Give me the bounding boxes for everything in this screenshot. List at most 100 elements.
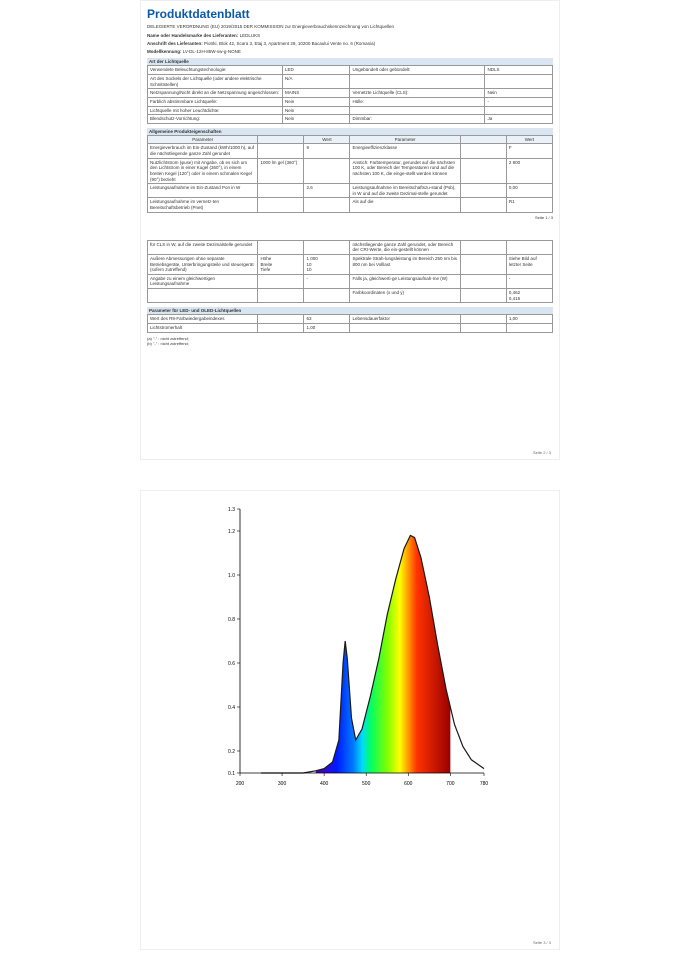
page-1: Produktdatenblatt DELEGIERTE VERORDNUNG … <box>140 0 560 460</box>
table-cell: LED <box>283 66 350 75</box>
table-cell: Ungebündelt oder gebündelt: <box>350 66 485 75</box>
supplier-label: Name oder Handelsmarke des Lieferanten: <box>147 33 238 38</box>
table-cell: MAINS <box>283 89 350 98</box>
table-header-cell: Wert <box>506 135 552 144</box>
document-subtitle: DELEGIERTE VERORDNUNG (EU) 2019/2015 DER… <box>147 24 553 30</box>
table-cell <box>460 184 506 198</box>
table-cell <box>304 158 350 184</box>
table-cell: Nein <box>283 97 350 106</box>
table-cell <box>506 240 552 254</box>
svg-text:400: 400 <box>320 781 329 787</box>
table-cell: Farblich abstimmbare Lichtquelle: <box>148 97 283 106</box>
table-cell <box>460 274 506 288</box>
table-cell <box>460 158 506 184</box>
table-cell <box>460 323 506 332</box>
svg-text:1.3: 1.3 <box>228 507 235 513</box>
model-label: Modellkennung: <box>147 49 182 54</box>
page2-footnote: Seite 2 / 3 <box>533 450 551 455</box>
table-cell: Nein <box>485 89 553 98</box>
table-cell: F <box>506 144 552 158</box>
model-value: LV-DL-12H-85W-sw-g-NONE <box>183 49 241 54</box>
svg-text:0.4: 0.4 <box>228 705 235 711</box>
table-cell: N/A <box>283 75 350 89</box>
table-cell: Lichtquelle mit hoher Leuchtdichte: <box>148 106 283 115</box>
table-cell: Nutzlichtstrom (φuse) mit Angabe, ob es … <box>148 158 258 184</box>
table-row: Leistungsaufnahme im vernetz-ten Bereits… <box>148 198 553 212</box>
table-cell: Blendschutz-Vorrichtung: <box>148 115 283 124</box>
svg-text:0.6: 0.6 <box>228 661 235 667</box>
table-cell: 0,462 0,415 <box>506 289 552 303</box>
address-value: Piotrki, Blok 42, Scara 3, Etaj 3, Apart… <box>204 41 375 46</box>
table-cell <box>148 289 258 303</box>
table-row: Lichtquelle mit hoher Leuchtdichte:Nein <box>148 106 553 115</box>
table-cell: Leistungsaufnahme im vernetz-ten Bereits… <box>148 198 258 212</box>
table-cell: 9 <box>304 144 350 158</box>
table-cell <box>485 75 553 89</box>
table-row: Art des Sockels der Lichtquelle (oder an… <box>148 75 553 89</box>
table-row: Verwendete Beleuchtungstechnologie:LEDUn… <box>148 66 553 75</box>
table-cell: 1,00 <box>304 323 350 332</box>
table-cell <box>258 315 304 324</box>
table-cell: 63 <box>304 315 350 324</box>
table-header-cell <box>460 135 506 144</box>
table-cell: 1 000 10 10 <box>304 254 350 274</box>
page3-footnote: Seite 3 / 3 <box>533 940 551 945</box>
supplier-line: Name oder Handelsmarke des Lieferanten: … <box>147 33 553 39</box>
svg-text:1.0: 1.0 <box>228 573 235 579</box>
section3-header: Parameter für LED- und OLED-Lichtquellen <box>147 307 553 314</box>
table-cell: Nein <box>283 115 350 124</box>
svg-text:300: 300 <box>278 781 287 787</box>
table-cell <box>460 289 506 303</box>
table2: ParameterWertParameterWertEnergieverbrau… <box>147 135 553 213</box>
table-cell: Lichtstromerhalt <box>148 323 258 332</box>
table-cell <box>460 254 506 274</box>
spectrum-chart: 0.10.20.40.60.81.01.21.32003004005006007… <box>210 503 490 793</box>
table-cell: 0,00 <box>506 184 552 198</box>
table-cell: 2,6 <box>304 184 350 198</box>
svg-text:1.2: 1.2 <box>228 529 235 535</box>
table-row: Nutzlichtstrom (φuse) mit Angabe, ob es … <box>148 158 553 184</box>
svg-text:700: 700 <box>446 781 455 787</box>
footnote-line: (b) "-" : nicht zutreffend; <box>147 341 553 346</box>
table-cell: Anstich: Farbtemperatur, gerundet auf di… <box>350 158 460 184</box>
table-cell <box>506 323 552 332</box>
table-cell: für CLS in W, auf die zweite Dezimalstel… <box>148 240 258 254</box>
table-header-cell <box>258 135 304 144</box>
table-cell <box>304 198 350 212</box>
table-cell: 1,00 <box>506 315 552 324</box>
table-cell <box>485 106 553 115</box>
table-cell: Lebensdauerfaktor <box>350 315 460 324</box>
address-line: Anschrift des Lieferanten: Piotrki, Blok… <box>147 41 553 47</box>
table-cell: Hülle: <box>350 97 485 106</box>
table-cell: Als auf die <box>350 198 460 212</box>
table-cell: nächstliegende ganze Zahl gerundet, oder… <box>350 240 460 254</box>
table-cell <box>460 198 506 212</box>
footnotes-left: (a) "-" : nicht zutreffend;(b) "-" : nic… <box>147 336 553 346</box>
table-cell <box>350 106 485 115</box>
table-row: Lichtstromerhalt 1,00 <box>148 323 553 332</box>
table-cell: Höhe Breite Tiefe <box>258 254 304 274</box>
svg-text:500: 500 <box>362 781 371 787</box>
supplier-value: LEDLUKS <box>240 33 261 38</box>
svg-text:600: 600 <box>404 781 413 787</box>
table-cell: 2 800 <box>506 158 552 184</box>
table-cell: Energieverbrauch im Ein-Zustand (kWh/100… <box>148 144 258 158</box>
table-cell <box>304 240 350 254</box>
table3: für CLS in W, auf die zweite Dezimalstel… <box>147 240 553 304</box>
table-row: Angabe zu einem gleichwertigen Leistungs… <box>148 274 553 288</box>
table-cell: Art des Sockels der Lichtquelle (oder an… <box>148 75 283 89</box>
svg-text:780: 780 <box>480 781 489 787</box>
table-row: Außere Abmessungen ohne separate Betrieb… <box>148 254 553 274</box>
section2-header: Allgemeine Produkteigenschaften <box>147 128 553 135</box>
address-label: Anschrift des Lieferanten: <box>147 41 203 46</box>
table-row: für CLS in W, auf die zweite Dezimalstel… <box>148 240 553 254</box>
table-cell <box>258 289 304 303</box>
table-cell: Energieeffizienzklasse <box>350 144 460 158</box>
table-row: Leistungsaufnahme im Ein-Zustand Pon in … <box>148 184 553 198</box>
table-cell: Wert des R9-Farbwiedergabeindexes <box>148 315 258 324</box>
table-cell: Spektrale Strah-lungsleistung im Bereich… <box>350 254 460 274</box>
table-header-cell: Parameter <box>148 135 258 144</box>
table-cell: - <box>506 274 552 288</box>
table-header-cell: Parameter <box>350 135 460 144</box>
table-cell: Farbkoordinaten (x und y) <box>350 289 460 303</box>
